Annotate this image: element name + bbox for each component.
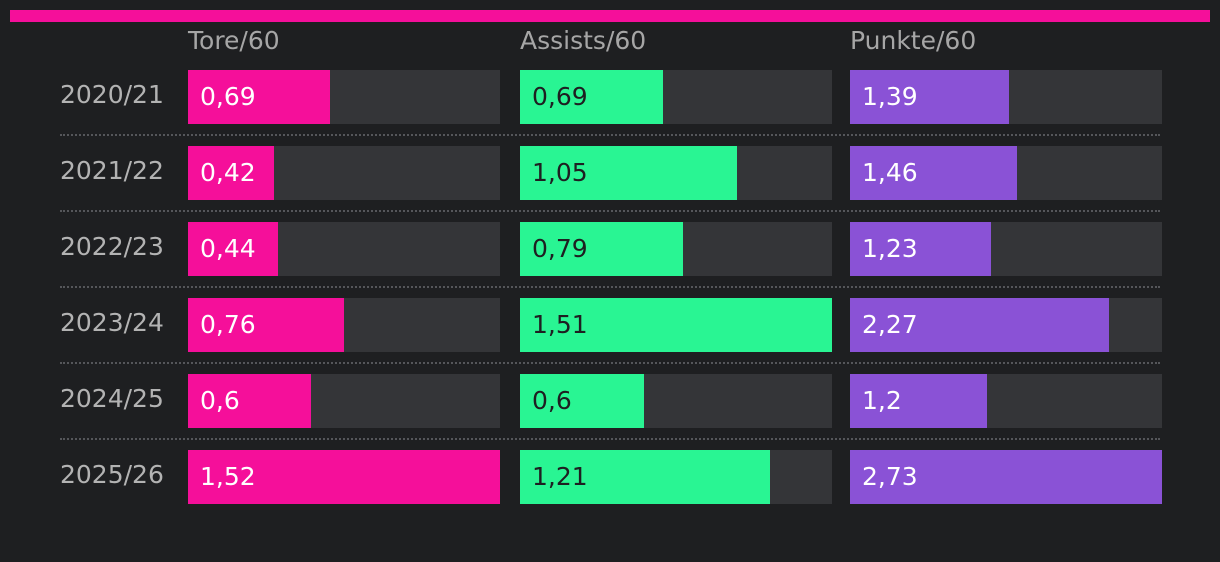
row-label: 2021/22 [60,156,164,185]
bar [520,374,644,428]
bar [188,450,500,504]
bar [520,146,737,200]
bar-value-label: 0,6 [532,386,572,415]
bar-value-label: 0,6 [200,386,240,415]
bar [850,374,987,428]
bar-track: 1,39 [850,70,1162,124]
bar [850,298,1109,352]
row-separator [60,134,1160,136]
bar-value-label: 0,44 [200,234,256,263]
bar-value-label: 1,46 [862,158,918,187]
bar-track: 1,2 [850,374,1162,428]
bar-track: 1,52 [188,450,500,504]
column-header-2: Assists/60 [520,26,647,55]
row-label: 2022/23 [60,232,164,261]
bar [188,298,344,352]
bar [188,222,278,276]
bar-track: 2,27 [850,298,1162,352]
bar-track: 0,6 [520,374,832,428]
column-header-1: Tore/60 [188,26,280,55]
bar-track: 0,69 [188,70,500,124]
bar [850,70,1009,124]
bar-value-label: 1,52 [200,462,256,491]
bar [850,450,1162,504]
bar-value-label: 0,76 [200,310,256,339]
bar-value-label: 1,2 [862,386,902,415]
bar-value-label: 1,21 [532,462,588,491]
bar [188,146,274,200]
column-header-3: Punkte/60 [850,26,977,55]
bar-value-label: 2,27 [862,310,918,339]
bar [520,450,770,504]
bar-track: 2,73 [850,450,1162,504]
bar-track: 0,44 [188,222,500,276]
row-separator [60,286,1160,288]
row-label: 2025/26 [60,460,164,489]
bar [520,222,683,276]
bar-track: 0,76 [188,298,500,352]
bar-value-label: 2,73 [862,462,918,491]
bar-value-label: 1,05 [532,158,588,187]
bar-track: 0,42 [188,146,500,200]
bar-value-label: 1,39 [862,82,918,111]
bar-track: 0,69 [520,70,832,124]
bar-track: 1,23 [850,222,1162,276]
row-separator [60,210,1160,212]
bar [520,70,663,124]
bar-value-label: 0,42 [200,158,256,187]
bar [188,70,330,124]
bar-track: 1,21 [520,450,832,504]
bar-track: 0,79 [520,222,832,276]
row-label: 2024/25 [60,384,164,413]
bar-track: 0,6 [188,374,500,428]
row-label: 2020/21 [60,80,164,109]
row-separator [60,362,1160,364]
bar-value-label: 1,51 [532,310,588,339]
bar-track: 1,05 [520,146,832,200]
bar [520,298,832,352]
bar-track: 1,46 [850,146,1162,200]
accent-bar [10,10,1210,22]
bar-track: 1,51 [520,298,832,352]
bar-value-label: 0,79 [532,234,588,263]
bar [850,222,991,276]
bar-value-label: 1,23 [862,234,918,263]
bar [850,146,1017,200]
row-label: 2023/24 [60,308,164,337]
bar [188,374,311,428]
row-separator [60,438,1160,440]
bar-value-label: 0,69 [532,82,588,111]
bar-value-label: 0,69 [200,82,256,111]
